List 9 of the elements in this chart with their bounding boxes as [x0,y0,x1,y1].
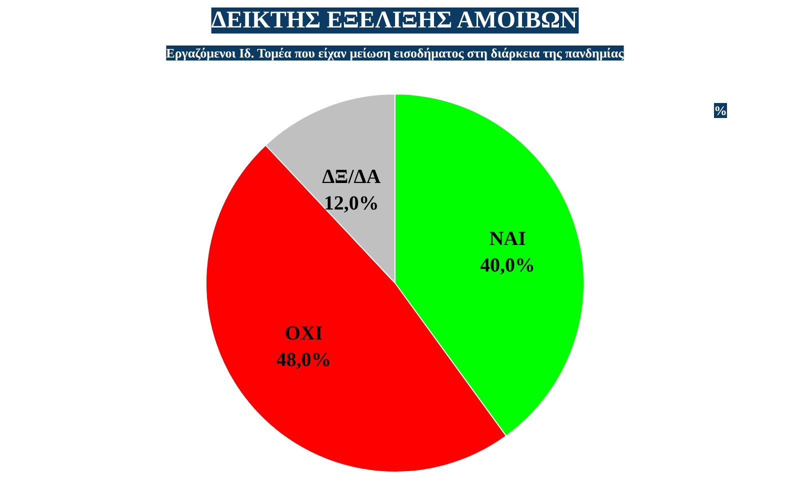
slice-label: ΝΑΙ [489,228,526,250]
slice-label: ΟΧΙ [284,322,323,344]
text: % [714,103,727,118]
chart-subtitle: Εργαζόμενοι Ιδ. Τομέα που είχαν μείωση εισοδήματος στη διάρκεια της πανδημίας [166,46,624,60]
slice-label: ΔΞ/ΔΑ [322,166,382,188]
data-label: 40,0% [480,254,536,276]
data-label: 48,0% [276,348,332,371]
data-label: 12,0% [324,192,379,214]
chart-title: ΔΕΙΚΤΗΣ ΕΞΕΛΙΞΗΣ ΑΜΟΙΒΩΝ [211,8,578,34]
